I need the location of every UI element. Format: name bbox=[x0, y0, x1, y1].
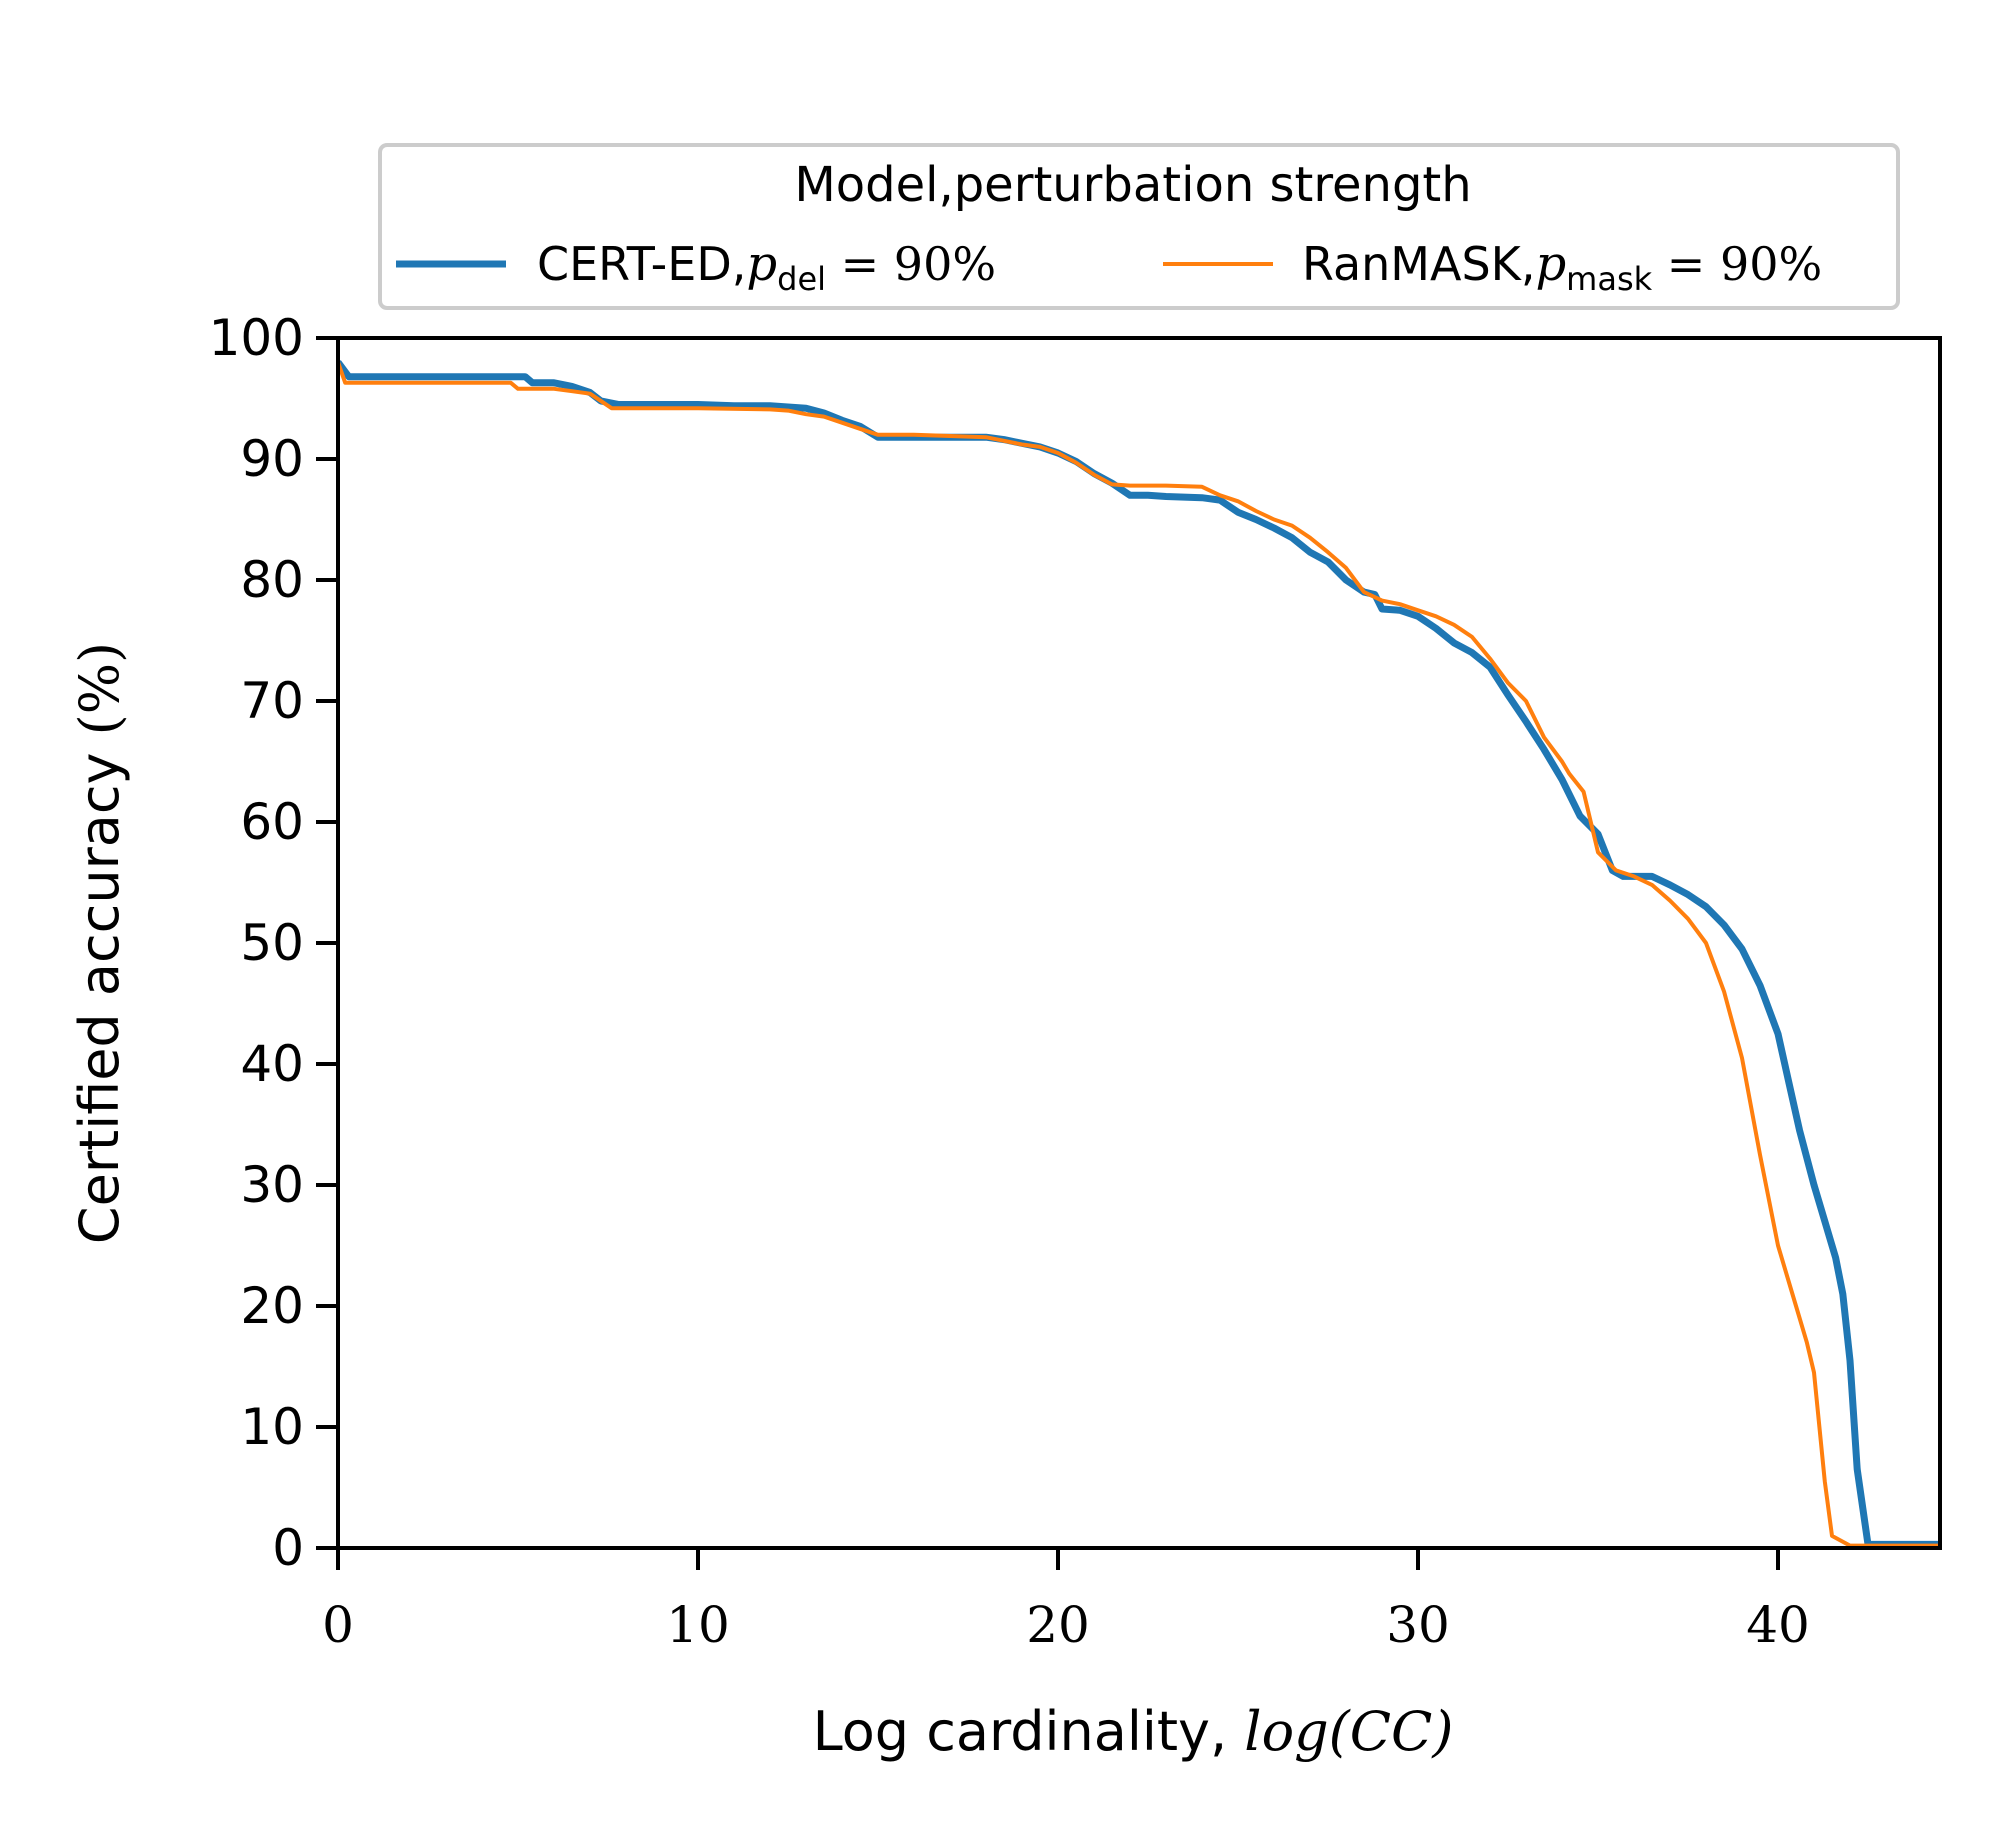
y-tick-label: 20 bbox=[240, 1277, 304, 1335]
legend-label-ranmask: RanMASK,pmask = 90% bbox=[1302, 236, 1822, 298]
legend-entry-ranmask: RanMASK,pmask = 90% bbox=[1163, 236, 1822, 298]
x-tick-label: 40 bbox=[1746, 1596, 1810, 1654]
series-layer bbox=[338, 360, 1940, 1548]
legend-box bbox=[378, 143, 1900, 310]
y-tick-label: 100 bbox=[209, 309, 304, 367]
legend: Model,perturbation strength CERT-ED,pdel… bbox=[378, 143, 1900, 310]
series-line-ranmask bbox=[338, 361, 1940, 1548]
y-tick-label: 60 bbox=[240, 793, 304, 851]
y-tick-label: 80 bbox=[240, 551, 304, 609]
legend-label-cert-ed: CERT-ED,pdel = 90% bbox=[537, 236, 996, 298]
series-line-cert-ed bbox=[338, 360, 1940, 1548]
x-axis: 0 10 20 30 40 bbox=[322, 1548, 1810, 1654]
legend-title: Model,perturbation strength bbox=[794, 157, 1471, 213]
y-axis: 0 10 20 30 40 50 60 70 80 90 100 bbox=[209, 309, 338, 1577]
x-tick-label: 10 bbox=[666, 1596, 730, 1654]
y-tick-label: 40 bbox=[240, 1035, 304, 1093]
y-tick-label: 70 bbox=[240, 672, 304, 730]
legend-entry-cert-ed: CERT-ED,pdel = 90% bbox=[396, 236, 996, 298]
x-tick-label: 30 bbox=[1386, 1596, 1450, 1654]
y-tick-label: 30 bbox=[240, 1156, 304, 1214]
y-axis-label: Certified accuracy (%) bbox=[68, 642, 131, 1244]
y-tick-label: 0 bbox=[272, 1519, 304, 1577]
x-axis-label: Log cardinality, log(CC) bbox=[813, 1700, 1454, 1763]
y-tick-label: 10 bbox=[240, 1398, 304, 1456]
y-tick-label: 50 bbox=[240, 914, 304, 972]
x-tick-label: 0 bbox=[322, 1596, 354, 1654]
plot-frame bbox=[336, 336, 1942, 1550]
y-tick-label: 90 bbox=[240, 430, 304, 488]
x-tick-label: 20 bbox=[1026, 1596, 1090, 1654]
